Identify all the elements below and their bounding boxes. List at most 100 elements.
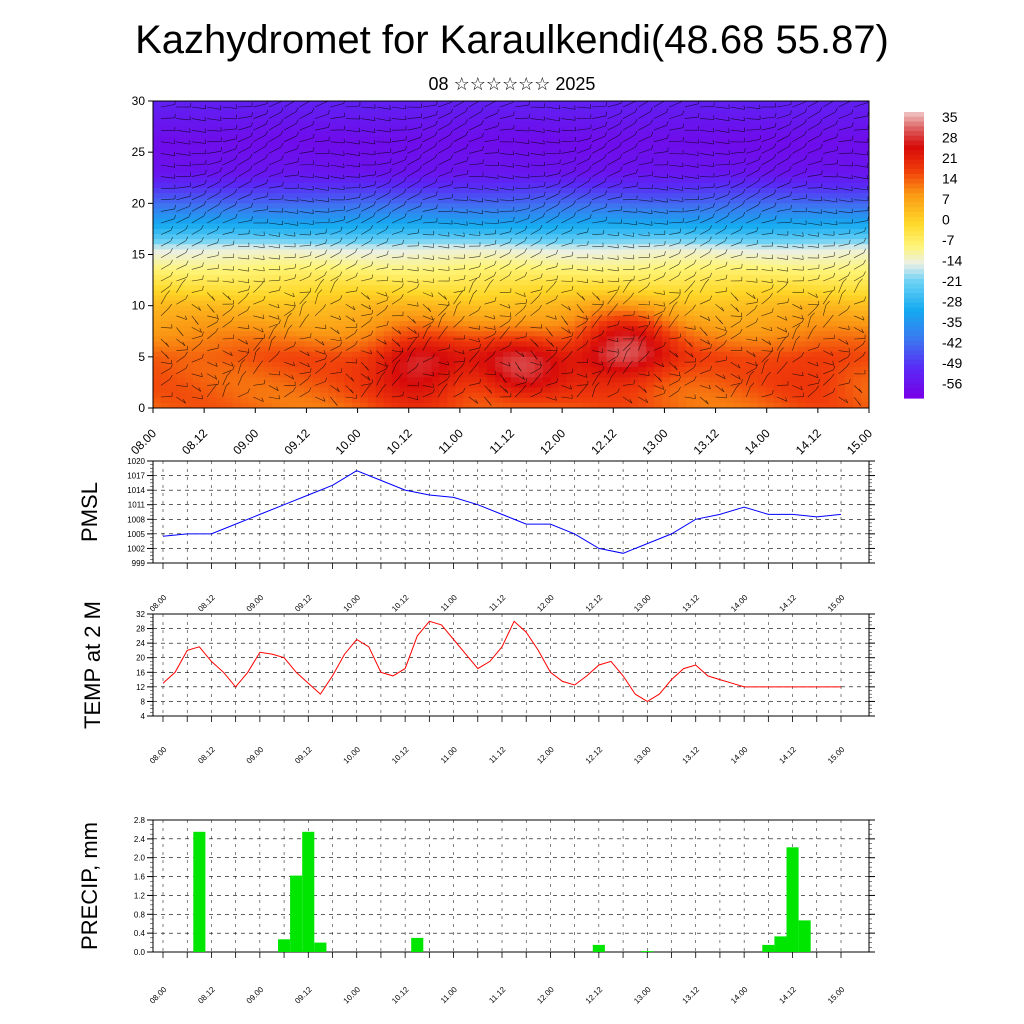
heatmap-cell xyxy=(622,341,631,348)
heatmap-cell xyxy=(511,367,520,373)
heatmap-cell xyxy=(359,259,369,266)
heatmap-cell xyxy=(590,162,600,169)
heatmap-cell xyxy=(789,167,798,174)
heatmap-cell xyxy=(351,111,361,117)
heatmap-cell xyxy=(638,116,647,123)
heatmap-cell xyxy=(622,285,631,291)
heatmap-cell xyxy=(280,136,289,143)
heatmap-cell xyxy=(463,295,472,302)
heatmap-cell xyxy=(757,264,767,271)
heatmap-cell xyxy=(638,141,647,148)
heatmap-cell xyxy=(232,372,242,378)
heatmap-cell xyxy=(781,361,791,368)
heatmap-cell xyxy=(725,121,735,128)
heatmap-cell xyxy=(518,234,528,240)
heatmap-cell xyxy=(367,121,377,128)
heatmap-cell xyxy=(503,402,512,408)
heatmap-cell xyxy=(749,280,759,286)
heatmap-cell xyxy=(375,315,385,322)
heatmap-cell xyxy=(550,157,560,163)
heatmap-cell xyxy=(312,382,321,389)
heatmap-cell xyxy=(733,116,743,123)
heatmap-cell xyxy=(280,239,289,245)
heatmap-cell xyxy=(646,290,655,297)
heatmap-cell xyxy=(296,346,305,353)
heatmap-cell xyxy=(805,402,814,408)
heatmap-cell xyxy=(582,249,592,256)
heatmap-cell xyxy=(343,326,353,332)
heatmap-cell xyxy=(200,172,210,179)
heatmap-cell xyxy=(487,187,496,194)
heatmap-cell xyxy=(662,126,671,133)
heatmap-cell xyxy=(304,213,313,220)
heatmap-cell xyxy=(654,331,663,337)
heatmap-cell xyxy=(320,203,329,210)
heatmap-cell xyxy=(335,326,345,332)
heatmap-cell xyxy=(415,346,425,353)
heatmap-cell xyxy=(208,187,218,194)
heatmap-cell xyxy=(240,193,250,199)
heatmap-cell xyxy=(367,341,377,348)
heatmap-cell xyxy=(550,300,560,307)
heatmap-cell xyxy=(240,367,250,373)
heatmap-cell xyxy=(447,198,456,204)
heatmap-cell xyxy=(407,162,417,169)
heatmap-cell xyxy=(606,402,616,408)
heatmap-cell xyxy=(670,392,679,399)
heatmap-cell xyxy=(542,346,552,353)
heatmap-cell xyxy=(686,392,695,399)
heatmap-cell xyxy=(208,218,218,225)
heatmap-cell xyxy=(415,111,425,117)
heatmap-cell xyxy=(686,321,695,327)
heatmap-cell xyxy=(566,315,576,322)
heatmap-cell xyxy=(328,101,337,107)
heatmap-cell xyxy=(256,382,265,389)
heatmap-cell xyxy=(168,274,178,281)
heatmap-cell xyxy=(328,341,337,348)
heatmap-cell xyxy=(399,203,409,210)
heatmap-cell xyxy=(184,147,194,153)
heatmap-cell xyxy=(168,162,178,169)
heatmap-cell xyxy=(614,331,623,337)
heatmap-cell xyxy=(630,372,639,378)
heatmap-cell xyxy=(709,305,719,312)
heatmap-cell xyxy=(662,285,671,291)
heatmap-cell xyxy=(439,131,448,138)
heatmap-cell xyxy=(399,392,409,399)
heatmap-cell xyxy=(280,223,289,230)
heatmap-cell xyxy=(264,336,273,343)
heatmap-cell xyxy=(367,321,377,327)
heatmap-cell xyxy=(224,259,234,266)
heatmap-cell xyxy=(320,218,329,225)
heatmap-cell xyxy=(224,280,234,286)
heatmap-cell xyxy=(320,315,329,322)
heatmap-cell xyxy=(630,356,639,363)
heatmap-cell xyxy=(200,346,210,353)
heatmap-cell xyxy=(606,285,616,291)
heatmap-cell xyxy=(534,285,544,291)
heatmap-cell xyxy=(391,249,401,256)
heatmap-cell xyxy=(415,126,425,133)
heatmap-cell xyxy=(757,402,767,408)
heatmap-cell xyxy=(550,264,560,271)
heatmap-cell xyxy=(495,249,504,256)
heatmap-cell xyxy=(797,377,806,384)
heatmap-cell xyxy=(192,223,202,230)
heatmap-cell xyxy=(160,152,170,158)
heatmap-cell xyxy=(288,392,297,399)
heatmap-cell xyxy=(232,397,242,404)
heatmap-cell xyxy=(487,382,496,389)
heatmap-cell xyxy=(304,203,313,210)
heatmap-cell xyxy=(725,234,735,240)
heatmap-cell xyxy=(606,167,616,174)
heatmap-cell xyxy=(240,101,250,107)
heatmap-cell xyxy=(622,131,631,138)
heatmap-cell xyxy=(200,336,210,343)
heatmap-cell xyxy=(701,239,711,245)
heatmap-cell xyxy=(343,147,353,153)
heatmap-cell xyxy=(200,269,210,276)
heatmap-cell xyxy=(168,167,178,174)
heatmap-cell xyxy=(662,254,671,261)
heatmap-cell xyxy=(693,131,703,138)
heatmap-cell xyxy=(383,321,393,327)
